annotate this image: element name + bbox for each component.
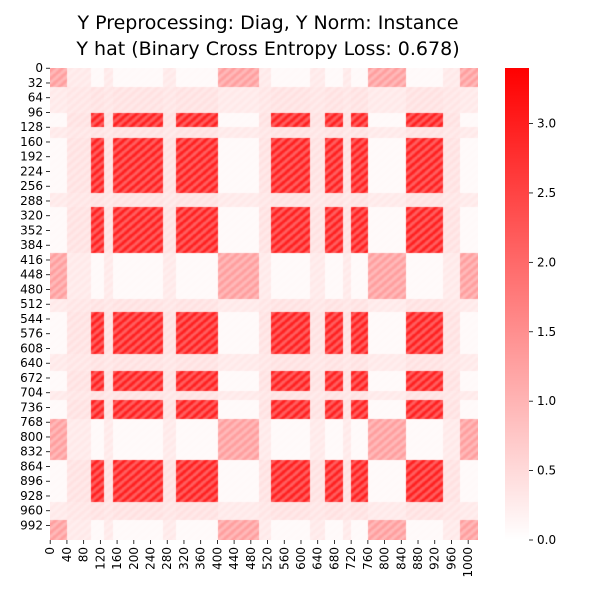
colorbar-gradient <box>505 68 529 540</box>
y-tick-label: 0 <box>35 61 43 75</box>
y-tick-label: 64 <box>28 91 43 105</box>
y-tick-label: 832 <box>20 445 43 459</box>
y-tick-label: 448 <box>20 268 43 282</box>
colorbar: 0.0 0.5 1.0 1.5 2.0 2.5 3.0 <box>505 68 556 547</box>
y-tick-label: 256 <box>20 179 43 193</box>
x-tick-label: 760 <box>361 547 375 570</box>
y-tick-label: 768 <box>20 415 43 429</box>
y-tick-label: 864 <box>20 459 43 473</box>
colorbar-tick-label: 0.0 <box>537 533 556 547</box>
y-tick-label: 704 <box>20 386 43 400</box>
x-tick-label: 920 <box>428 547 442 570</box>
heatmap-cells <box>50 68 478 540</box>
y-tick-label: 384 <box>20 238 43 252</box>
x-tick-label: 120 <box>93 547 107 570</box>
chart-subtitle: Y hat (Binary Cross Entropy Loss: 0.678) <box>76 38 460 60</box>
colorbar-tick-label: 1.0 <box>537 394 556 408</box>
y-tick-label: 96 <box>28 105 43 119</box>
x-tick-label: 960 <box>444 547 458 570</box>
colorbar-ticks: 0.0 0.5 1.0 1.5 2.0 2.5 3.0 <box>529 117 556 547</box>
y-tick-label: 160 <box>20 135 43 149</box>
y-tick-label: 736 <box>20 400 43 414</box>
x-tick-label: 600 <box>294 547 308 570</box>
y-tick-label: 608 <box>20 341 43 355</box>
x-tick-label: 840 <box>394 547 408 570</box>
x-tick-label: 640 <box>311 547 325 570</box>
x-tick-label: 360 <box>194 547 208 570</box>
y-tick-label: 320 <box>20 209 43 223</box>
x-tick-label: 0 <box>43 547 57 555</box>
colorbar-tick-label: 0.5 <box>537 464 556 478</box>
y-tick-label: 992 <box>20 518 43 532</box>
y-tick-label: 288 <box>20 194 43 208</box>
chart-title: Y Preprocessing: Diag, Y Norm: Instance <box>77 12 459 34</box>
colorbar-tick-label: 2.5 <box>537 186 556 200</box>
x-axis-ticks: 0 40 80 120 160 200 240 280 320 360 400 440 480 520 56… <box>43 540 475 578</box>
x-tick-label: 240 <box>144 547 158 570</box>
colorbar-tick-label: 3.0 <box>537 117 556 131</box>
y-tick-label: 32 <box>28 76 43 90</box>
x-tick-label: 520 <box>261 547 275 570</box>
x-tick-label: 80 <box>77 547 91 562</box>
x-tick-label: 1000 <box>461 547 475 578</box>
x-tick-label: 160 <box>110 547 124 570</box>
y-tick-label: 896 <box>20 474 43 488</box>
y-tick-label: 672 <box>20 371 43 385</box>
x-tick-label: 720 <box>344 547 358 570</box>
x-tick-label: 280 <box>160 547 174 570</box>
heatmap-plot-area <box>50 68 478 540</box>
x-tick-label: 440 <box>227 547 241 570</box>
y-tick-label: 192 <box>20 150 43 164</box>
y-tick-label: 480 <box>20 282 43 296</box>
y-tick-label: 576 <box>20 327 43 341</box>
y-axis-ticks: 0326496128160192224256288320352384416448… <box>20 61 50 532</box>
colorbar-tick-label: 1.5 <box>537 325 556 339</box>
y-tick-label: 640 <box>20 356 43 370</box>
x-tick-label: 400 <box>210 547 224 570</box>
y-tick-label: 352 <box>20 223 43 237</box>
colorbar-tick-label: 2.0 <box>537 255 556 269</box>
y-tick-label: 512 <box>20 297 43 311</box>
y-tick-label: 928 <box>20 489 43 503</box>
y-tick-label: 416 <box>20 253 43 267</box>
y-tick-label: 128 <box>20 120 43 134</box>
x-tick-label: 480 <box>244 547 258 570</box>
x-tick-label: 200 <box>127 547 141 570</box>
x-tick-label: 880 <box>411 547 425 570</box>
y-tick-label: 224 <box>20 164 43 178</box>
x-tick-label: 40 <box>60 547 74 562</box>
x-tick-label: 320 <box>177 547 191 570</box>
x-tick-label: 680 <box>327 547 341 570</box>
x-tick-label: 560 <box>277 547 291 570</box>
x-tick-label: 800 <box>378 547 392 570</box>
y-tick-label: 800 <box>20 430 43 444</box>
y-tick-label: 544 <box>20 312 43 326</box>
y-tick-label: 960 <box>20 504 43 518</box>
